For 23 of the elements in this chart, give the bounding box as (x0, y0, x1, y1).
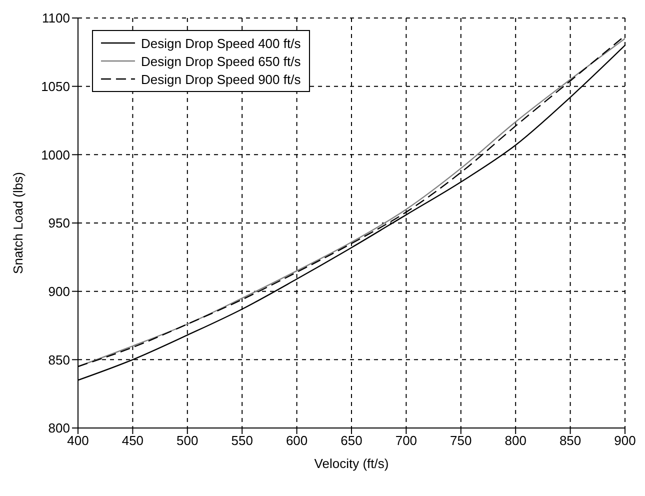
x-tick-label: 450 (122, 433, 144, 448)
x-tick-label: 550 (231, 433, 253, 448)
legend-label: Design Drop Speed 400 ft/s (141, 36, 301, 50)
y-tick-label: 950 (48, 216, 70, 231)
x-tick-label: 500 (176, 433, 198, 448)
x-tick-label: 850 (559, 433, 582, 448)
x-tick-label: 700 (395, 433, 418, 448)
legend-label: Design Drop Speed 650 ft/s (141, 54, 301, 68)
y-axis-title: Snatch Load (lbs) (10, 172, 26, 274)
x-tick-label: 750 (450, 433, 472, 448)
legend-label: Design Drop Speed 900 ft/s (141, 72, 301, 86)
y-tick-label: 1050 (41, 78, 70, 94)
x-axis-title: Velocity (ft/s) (314, 456, 389, 471)
y-tick-label: 1000 (41, 147, 70, 162)
x-tick-label: 650 (340, 433, 362, 448)
x-tick-label: 600 (286, 433, 308, 448)
x-tick-label: 400 (67, 433, 89, 448)
y-tick-label: 800 (48, 420, 70, 436)
x-tick-label: 900 (614, 433, 636, 448)
x-tick-label: 800 (504, 433, 526, 448)
y-tick-label: 1100 (42, 10, 70, 26)
y-tick-label: 900 (48, 284, 70, 299)
y-tick-label: 850 (48, 352, 70, 368)
